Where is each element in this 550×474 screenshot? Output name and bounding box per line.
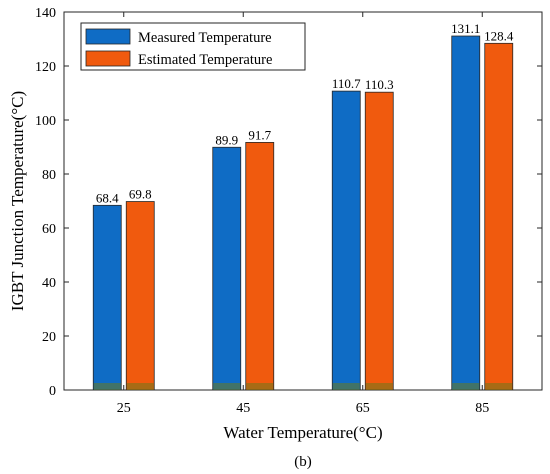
x-tick-label: 85	[475, 401, 489, 416]
bars-layer: 68.4 69.8 89.9 91.7 110.7 110.3 131.1 128.4	[92, 21, 514, 391]
y-tick-label: 100	[35, 114, 56, 129]
x-tick-label: 25	[117, 401, 131, 416]
y-tick-label: 20	[42, 330, 56, 345]
bar-base-measured-45	[213, 383, 241, 390]
y-tick-label: 0	[49, 384, 56, 399]
bar-estimated-45	[245, 142, 275, 391]
bar-measured-65	[331, 90, 361, 391]
data-label-measured-45: 89.9	[215, 132, 238, 147]
data-label-estimated-45: 91.7	[248, 127, 271, 142]
bar-base-measured-85	[452, 383, 480, 390]
bar-estimated-65	[364, 91, 394, 391]
bar-base-estimated-25	[126, 383, 154, 390]
bar-measured-85	[451, 35, 481, 391]
data-label-estimated-25: 69.8	[129, 187, 152, 202]
x-axis-label: Water Temperature(°C)	[223, 423, 382, 442]
data-label-measured-85: 131.1	[451, 21, 480, 36]
data-label-estimated-65: 110.3	[365, 77, 394, 92]
legend: Measured Temperature Estimated Temperatu…	[80, 22, 306, 71]
legend-swatch-estimated	[85, 50, 131, 67]
y-axis-label: IGBT Junction Temperature(°C)	[8, 91, 27, 311]
x-axis-ticks: 25 45 65 85	[117, 12, 489, 416]
bar-base-estimated-85	[485, 383, 513, 390]
y-tick-label: 40	[42, 276, 56, 291]
figure-caption: (b)	[294, 454, 312, 470]
x-tick-label: 65	[356, 401, 370, 416]
y-tick-label: 120	[35, 60, 56, 75]
legend-swatch-measured	[85, 28, 131, 45]
data-label-estimated-85: 128.4	[484, 28, 514, 43]
legend-label-measured: Measured Temperature	[138, 30, 272, 46]
bar-base-estimated-65	[365, 383, 393, 390]
y-tick-label: 60	[42, 222, 56, 237]
y-tick-label: 80	[42, 168, 56, 183]
bar-base-measured-25	[93, 383, 121, 390]
legend-label-estimated: Estimated Temperature	[138, 52, 272, 68]
bar-measured-25	[92, 204, 122, 391]
bar-estimated-25	[125, 201, 155, 391]
bar-measured-45	[212, 146, 242, 391]
data-label-measured-25: 68.4	[96, 190, 119, 205]
bar-base-measured-65	[332, 383, 360, 390]
x-tick-label: 45	[236, 401, 250, 416]
y-axis-ticks: 0 20 40 60 80 100 120 140	[35, 6, 542, 399]
bar-base-estimated-45	[246, 383, 274, 390]
y-tick-label: 140	[35, 6, 56, 21]
data-label-measured-65: 110.7	[332, 76, 361, 91]
bar-estimated-85	[484, 42, 514, 391]
